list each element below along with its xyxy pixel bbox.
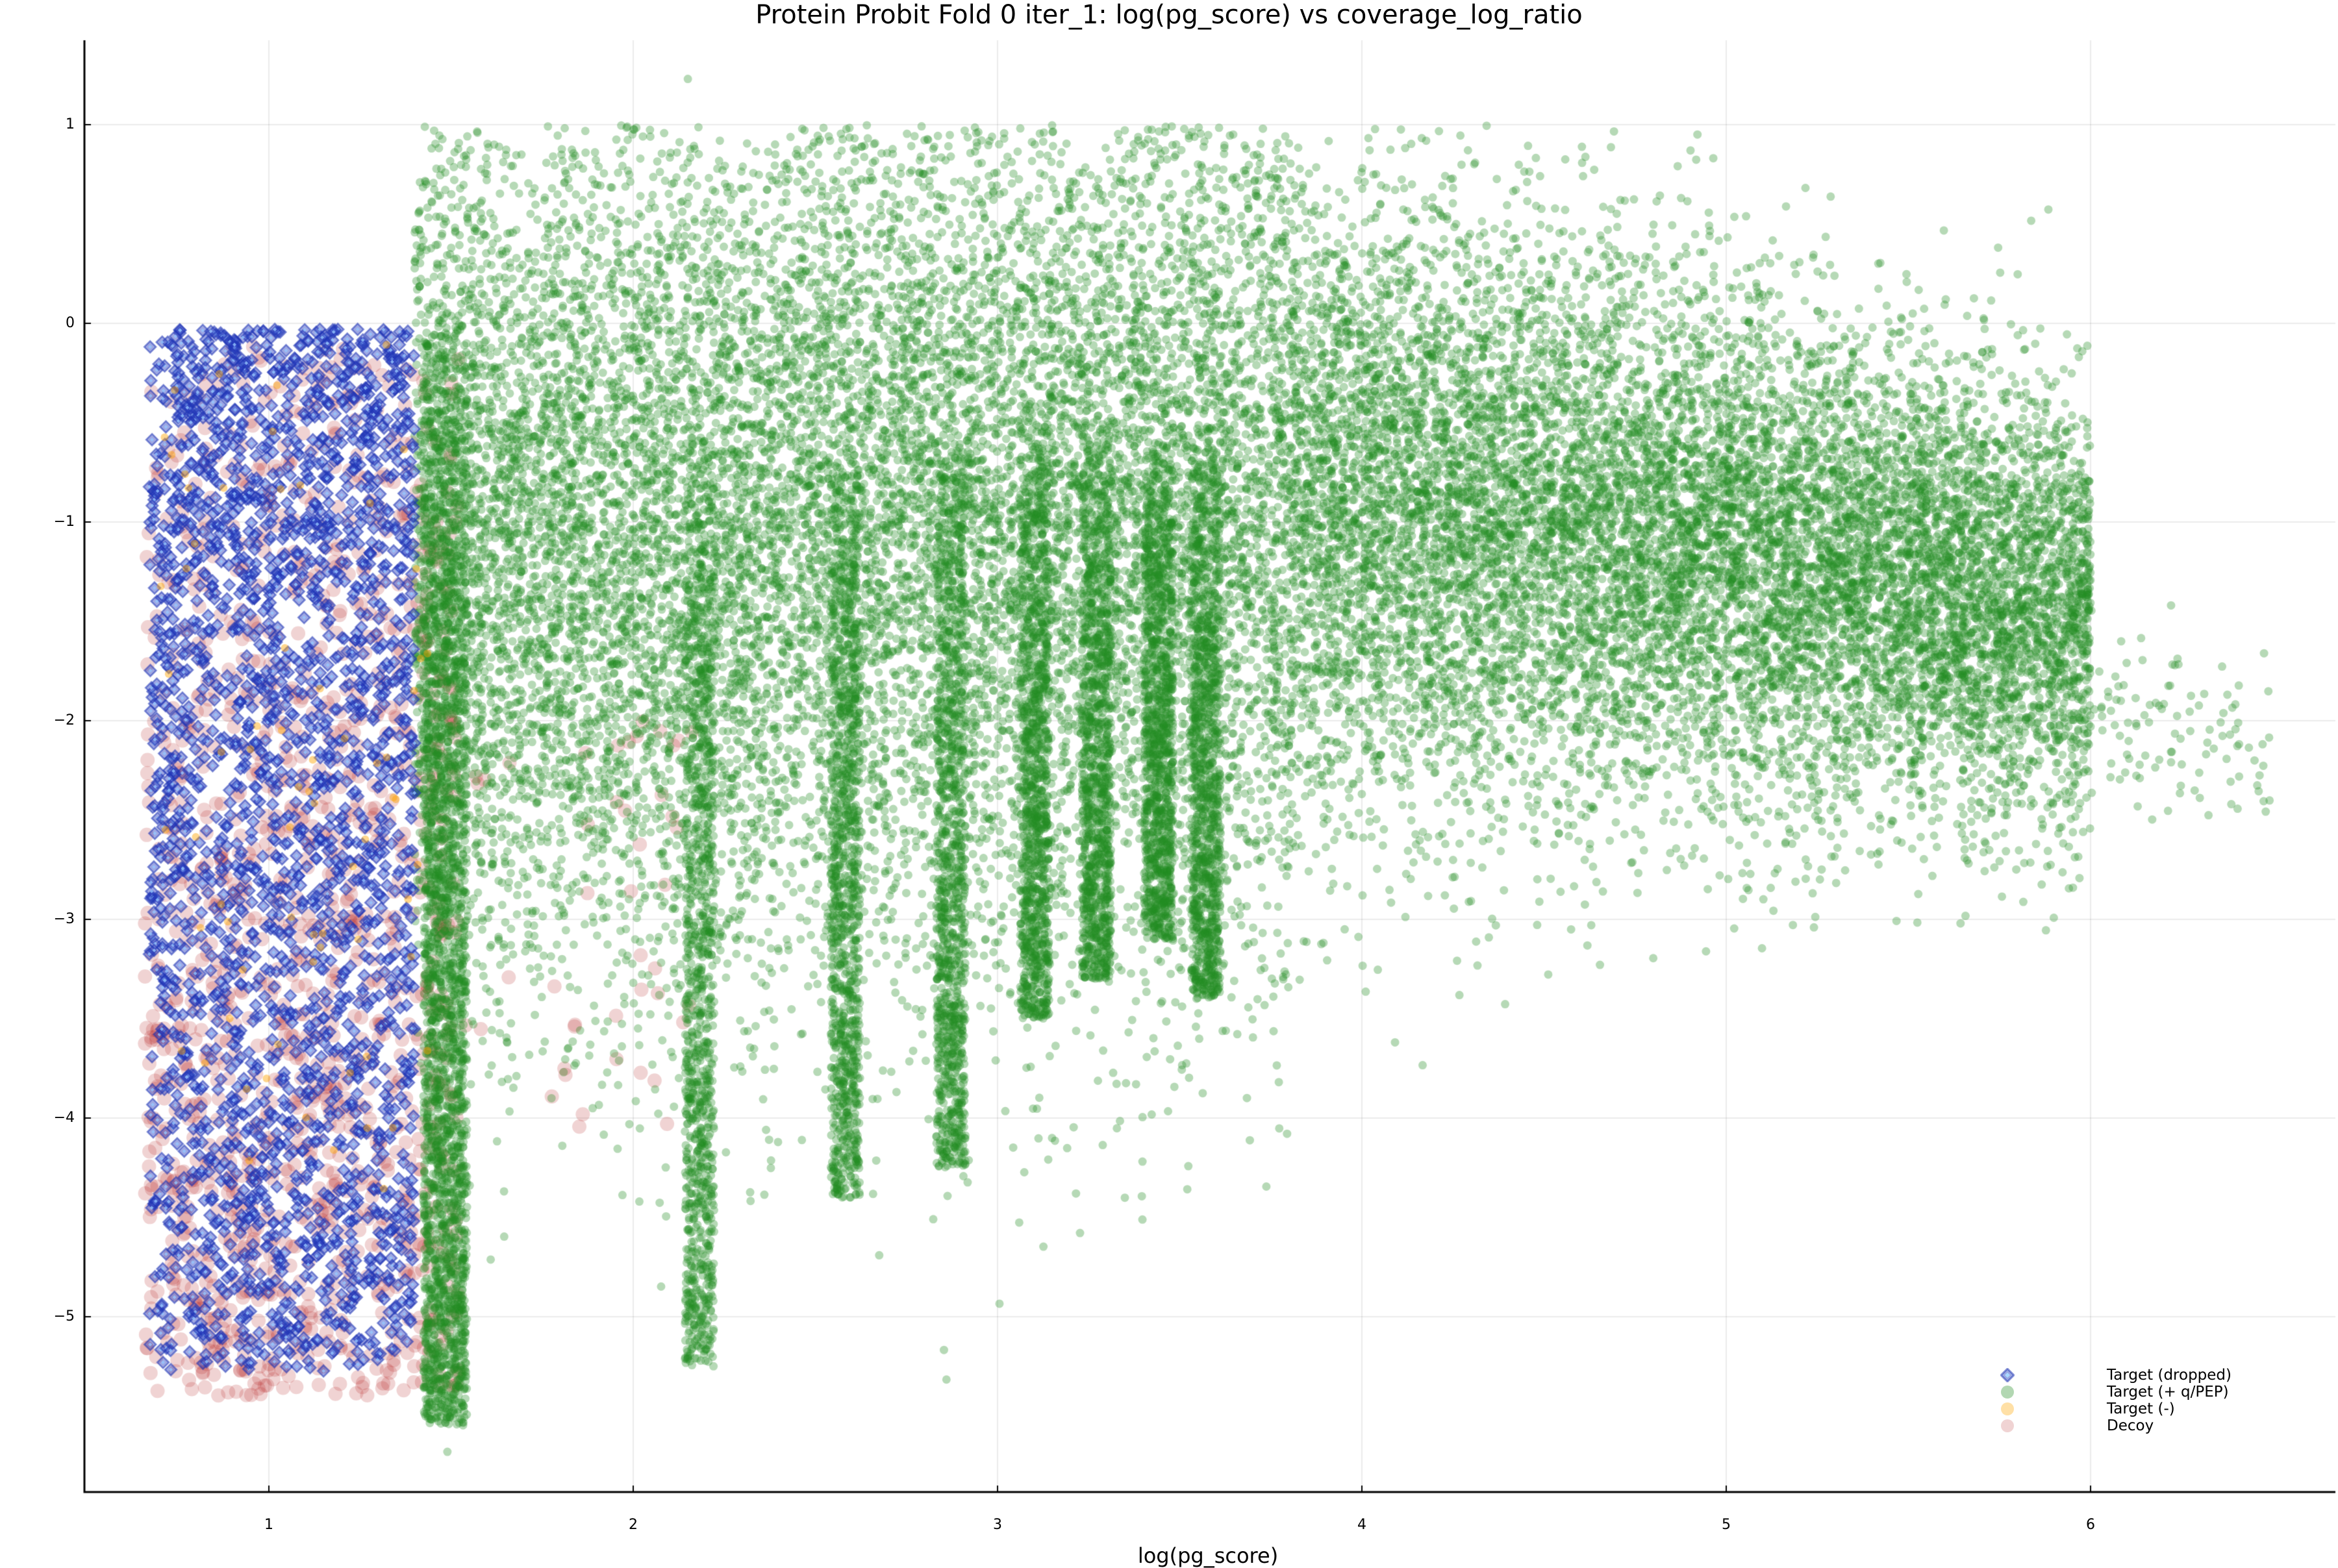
y-tick-label: −1 <box>53 514 75 530</box>
legend: Target (dropped) Target (+ q/PEP) Target… <box>1987 1367 2247 1434</box>
legend-label: Target (dropped) <box>2107 1367 2231 1384</box>
chart-title: Protein Probit Fold 0 iter_1: log(pg_sco… <box>755 0 1583 30</box>
y-tick-label: 1 <box>66 116 75 132</box>
y-tick-label: −2 <box>53 712 75 728</box>
y-tick-label: −4 <box>53 1110 75 1126</box>
x-tick-label: 6 <box>2086 1517 2095 1533</box>
y-tick-label: −5 <box>53 1308 75 1325</box>
y-tick-label: 0 <box>66 315 75 331</box>
legend-label: Target (+ q/PEP) <box>2107 1384 2229 1400</box>
y-tick-label: −3 <box>53 911 75 927</box>
x-tick-label: 3 <box>993 1517 1002 1533</box>
x-tick-label: 1 <box>264 1517 273 1533</box>
legend-label: Decoy <box>2107 1417 2154 1434</box>
diamond-marker-icon <box>2000 1368 2015 1382</box>
x-tick-label: 4 <box>1357 1517 1366 1533</box>
circle-marker-icon <box>2001 1419 2014 1432</box>
x-tick-label: 5 <box>1722 1517 1731 1533</box>
legend-item-target-dropped: Target (dropped) <box>1987 1367 2247 1384</box>
legend-item-target-negative: Target (-) <box>1987 1400 2247 1417</box>
legend-item-target-qpep: Target (+ q/PEP) <box>1987 1384 2247 1400</box>
circle-marker-icon <box>2001 1402 2014 1415</box>
legend-item-decoy: Decoy <box>1987 1417 2247 1434</box>
x-axis-label: log(pg_score) <box>1137 1543 1279 1568</box>
legend-label: Target (-) <box>2107 1400 2175 1417</box>
x-tick-label: 2 <box>629 1517 638 1533</box>
circle-marker-icon <box>2001 1386 2014 1399</box>
